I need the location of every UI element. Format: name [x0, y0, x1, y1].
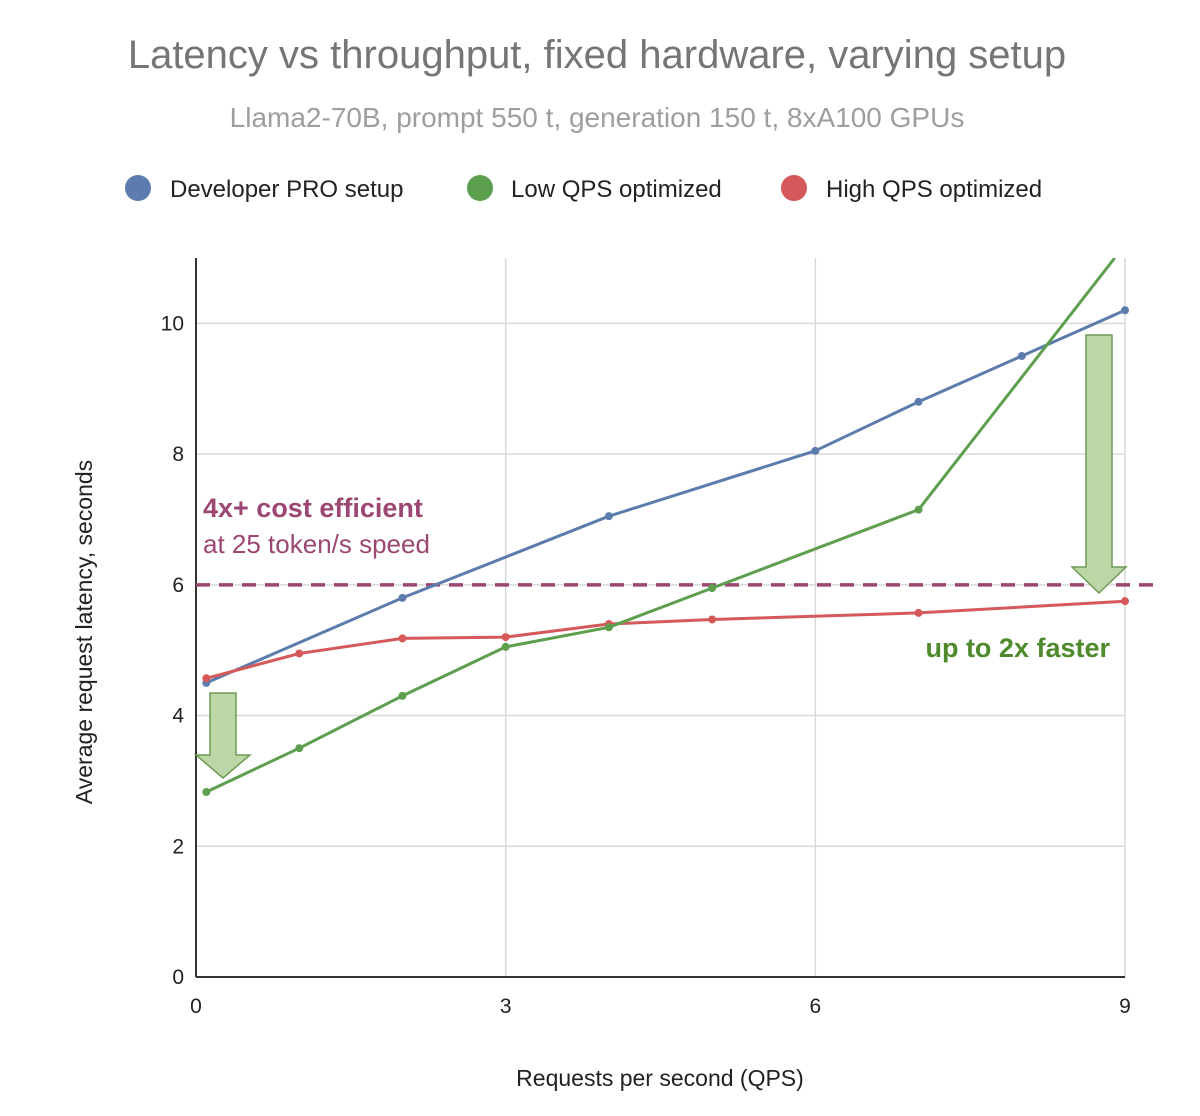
- y-tick-label-0: 0: [172, 966, 184, 989]
- annotation-token-speed: at 25 token/s speed: [203, 529, 430, 559]
- chart-title: Latency vs throughput, fixed hardware, v…: [128, 33, 1066, 77]
- arrow-down-left: [193, 692, 253, 779]
- legend: Developer PRO setup Low QPS optimized High…: [125, 175, 1042, 203]
- data-point-low-qps-optimized-4: [604, 623, 613, 632]
- legend-marker-high-qps-optimized: [781, 175, 807, 201]
- series-line-high-qps-optimized: [205, 599, 1126, 680]
- y-tick-label-2: 2: [172, 835, 184, 858]
- data-point-developer-pro-setup-3: [811, 446, 820, 455]
- series-low-qps-optimized: [202, 258, 1116, 797]
- x-tick-label-6: 6: [809, 995, 821, 1018]
- data-point-low-qps-optimized-1: [295, 744, 304, 753]
- series-line-low-qps-optimized: [205, 258, 1116, 794]
- data-point-high-qps-optimized-5: [708, 615, 717, 624]
- data-point-high-qps-optimized-0: [202, 674, 211, 683]
- data-point-low-qps-optimized-3: [501, 642, 510, 651]
- x-tick-label-0: 0: [190, 995, 202, 1018]
- data-point-high-qps-optimized-7: [1121, 597, 1129, 606]
- data-point-high-qps-optimized-2: [398, 634, 407, 643]
- data-point-developer-pro-setup-6: [1121, 306, 1129, 315]
- data-point-low-qps-optimized-6: [914, 505, 923, 514]
- axes: 0 2 4 6 8 10 0 3 6 9: [161, 258, 1131, 1018]
- y-tick-label-10: 10: [161, 312, 184, 335]
- data-point-low-qps-optimized-5: [708, 584, 717, 593]
- annotation-cost-efficient: 4x+ cost efficient: [203, 493, 423, 523]
- y-tick-label-6: 6: [172, 574, 184, 597]
- data-point-high-qps-optimized-3: [501, 633, 510, 642]
- data-point-developer-pro-setup-1: [398, 593, 407, 602]
- data-point-low-qps-optimized-2: [398, 691, 407, 700]
- data-point-developer-pro-setup-2: [604, 512, 613, 521]
- chart-subtitle: Llama2-70B, prompt 550 t, generation 150…: [230, 102, 965, 133]
- legend-label-high-qps-optimized: High QPS optimized: [826, 176, 1042, 203]
- legend-label-developer-pro-setup: Developer PRO setup: [170, 176, 403, 203]
- grid: [196, 258, 1126, 977]
- annotation-faster: up to 2x faster: [925, 633, 1110, 663]
- x-tick-label-3: 3: [500, 995, 512, 1018]
- series-group: [202, 258, 1129, 797]
- y-axis-label: Average request latency, seconds: [71, 460, 97, 804]
- y-tick-label-8: 8: [172, 443, 184, 466]
- y-tick-label-4: 4: [172, 705, 184, 728]
- arrow-down-right: [1070, 334, 1128, 595]
- annotation-arrows: [193, 334, 1128, 779]
- data-point-developer-pro-setup-4: [914, 397, 923, 406]
- legend-label-low-qps-optimized: Low QPS optimized: [511, 176, 722, 203]
- data-point-high-qps-optimized-1: [295, 649, 304, 658]
- data-point-low-qps-optimized-0: [202, 788, 211, 797]
- data-point-developer-pro-setup-5: [1017, 352, 1026, 361]
- legend-marker-low-qps-optimized: [467, 175, 493, 201]
- x-tick-label-9: 9: [1119, 995, 1131, 1018]
- x-axis-label: Requests per second (QPS): [516, 1065, 804, 1091]
- legend-marker-developer-pro-setup: [125, 175, 151, 201]
- data-point-high-qps-optimized-6: [914, 608, 923, 617]
